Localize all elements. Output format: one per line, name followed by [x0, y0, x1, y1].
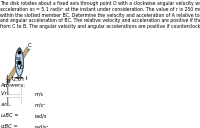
Text: within the slotted member BC. Determine the velocity and acceleration of A relat: within the slotted member BC. Determine …: [0, 13, 200, 18]
FancyBboxPatch shape: [7, 86, 8, 94]
Text: acceleration α₀ = 5.1 rad/s² at the instant under consideration. The value of r : acceleration α₀ = 5.1 rad/s² at the inst…: [0, 7, 200, 12]
Text: m/s²: m/s²: [35, 102, 46, 107]
Polygon shape: [7, 46, 28, 84]
Text: B: B: [6, 79, 10, 84]
Text: w₀: w₀: [16, 56, 22, 61]
Text: Vrel =: Vrel =: [1, 91, 17, 96]
FancyBboxPatch shape: [8, 119, 21, 127]
Circle shape: [15, 48, 23, 76]
Text: O: O: [20, 65, 24, 70]
Text: m/s: m/s: [35, 91, 44, 96]
Text: 2.6 r: 2.6 r: [13, 77, 25, 82]
Text: and angular acceleration of BC. The relative velocity and acceleration are posit: and angular acceleration of BC. The rela…: [0, 18, 200, 23]
Text: C: C: [28, 43, 32, 48]
Text: ωBC =: ωBC =: [1, 113, 18, 118]
FancyBboxPatch shape: [8, 97, 21, 105]
Text: from C to B. The angular velocity and angular accelerations are positive if coun: from C to B. The angular velocity and an…: [0, 24, 200, 29]
Text: Answers:: Answers:: [0, 83, 25, 88]
Text: rad/s²: rad/s²: [35, 124, 49, 128]
FancyBboxPatch shape: [7, 108, 8, 116]
Text: αBC =: αBC =: [1, 124, 17, 128]
Text: rad/s: rad/s: [35, 113, 47, 118]
Text: α₀: α₀: [16, 60, 21, 65]
Text: The disk rotates about a fixed axis through point O with a clockwise angular vel: The disk rotates about a fixed axis thro…: [0, 1, 200, 6]
Text: arel =: arel =: [1, 102, 17, 107]
FancyBboxPatch shape: [7, 119, 8, 127]
Text: A: A: [18, 47, 22, 52]
FancyBboxPatch shape: [7, 97, 8, 105]
FancyBboxPatch shape: [8, 86, 21, 94]
FancyBboxPatch shape: [8, 108, 21, 116]
